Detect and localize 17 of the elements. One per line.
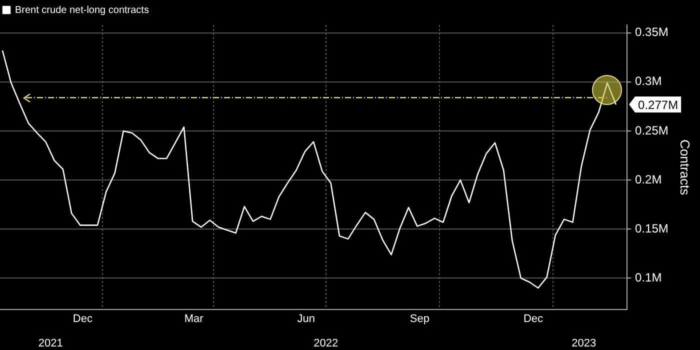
y-axis-title: Contracts: [678, 139, 693, 196]
y-tick-label: 0.3M: [635, 74, 662, 88]
legend-label: Brent crude net-long contracts: [15, 4, 149, 16]
y-tick-label: 0.2M: [635, 172, 662, 186]
y-tick-label: 0.35M: [635, 25, 668, 40]
x-tick-label: Sep: [410, 313, 430, 326]
y-tick-label: 0.25M: [635, 123, 668, 138]
x-tick-label: Jun: [297, 313, 315, 326]
x-tick-label: Dec: [523, 313, 544, 326]
x2-tick-label: 2021: [38, 337, 63, 350]
x-tick-label: Mar: [184, 313, 204, 326]
x2-tick-label: 2022: [314, 337, 338, 350]
x2-tick-label: 2023: [572, 337, 596, 350]
y-tick-label: 0.1M: [635, 270, 662, 285]
y-tick-label: 0.15M: [635, 221, 668, 236]
data-label: 0.277M: [638, 98, 678, 112]
x-tick-label: Dec: [72, 313, 93, 326]
